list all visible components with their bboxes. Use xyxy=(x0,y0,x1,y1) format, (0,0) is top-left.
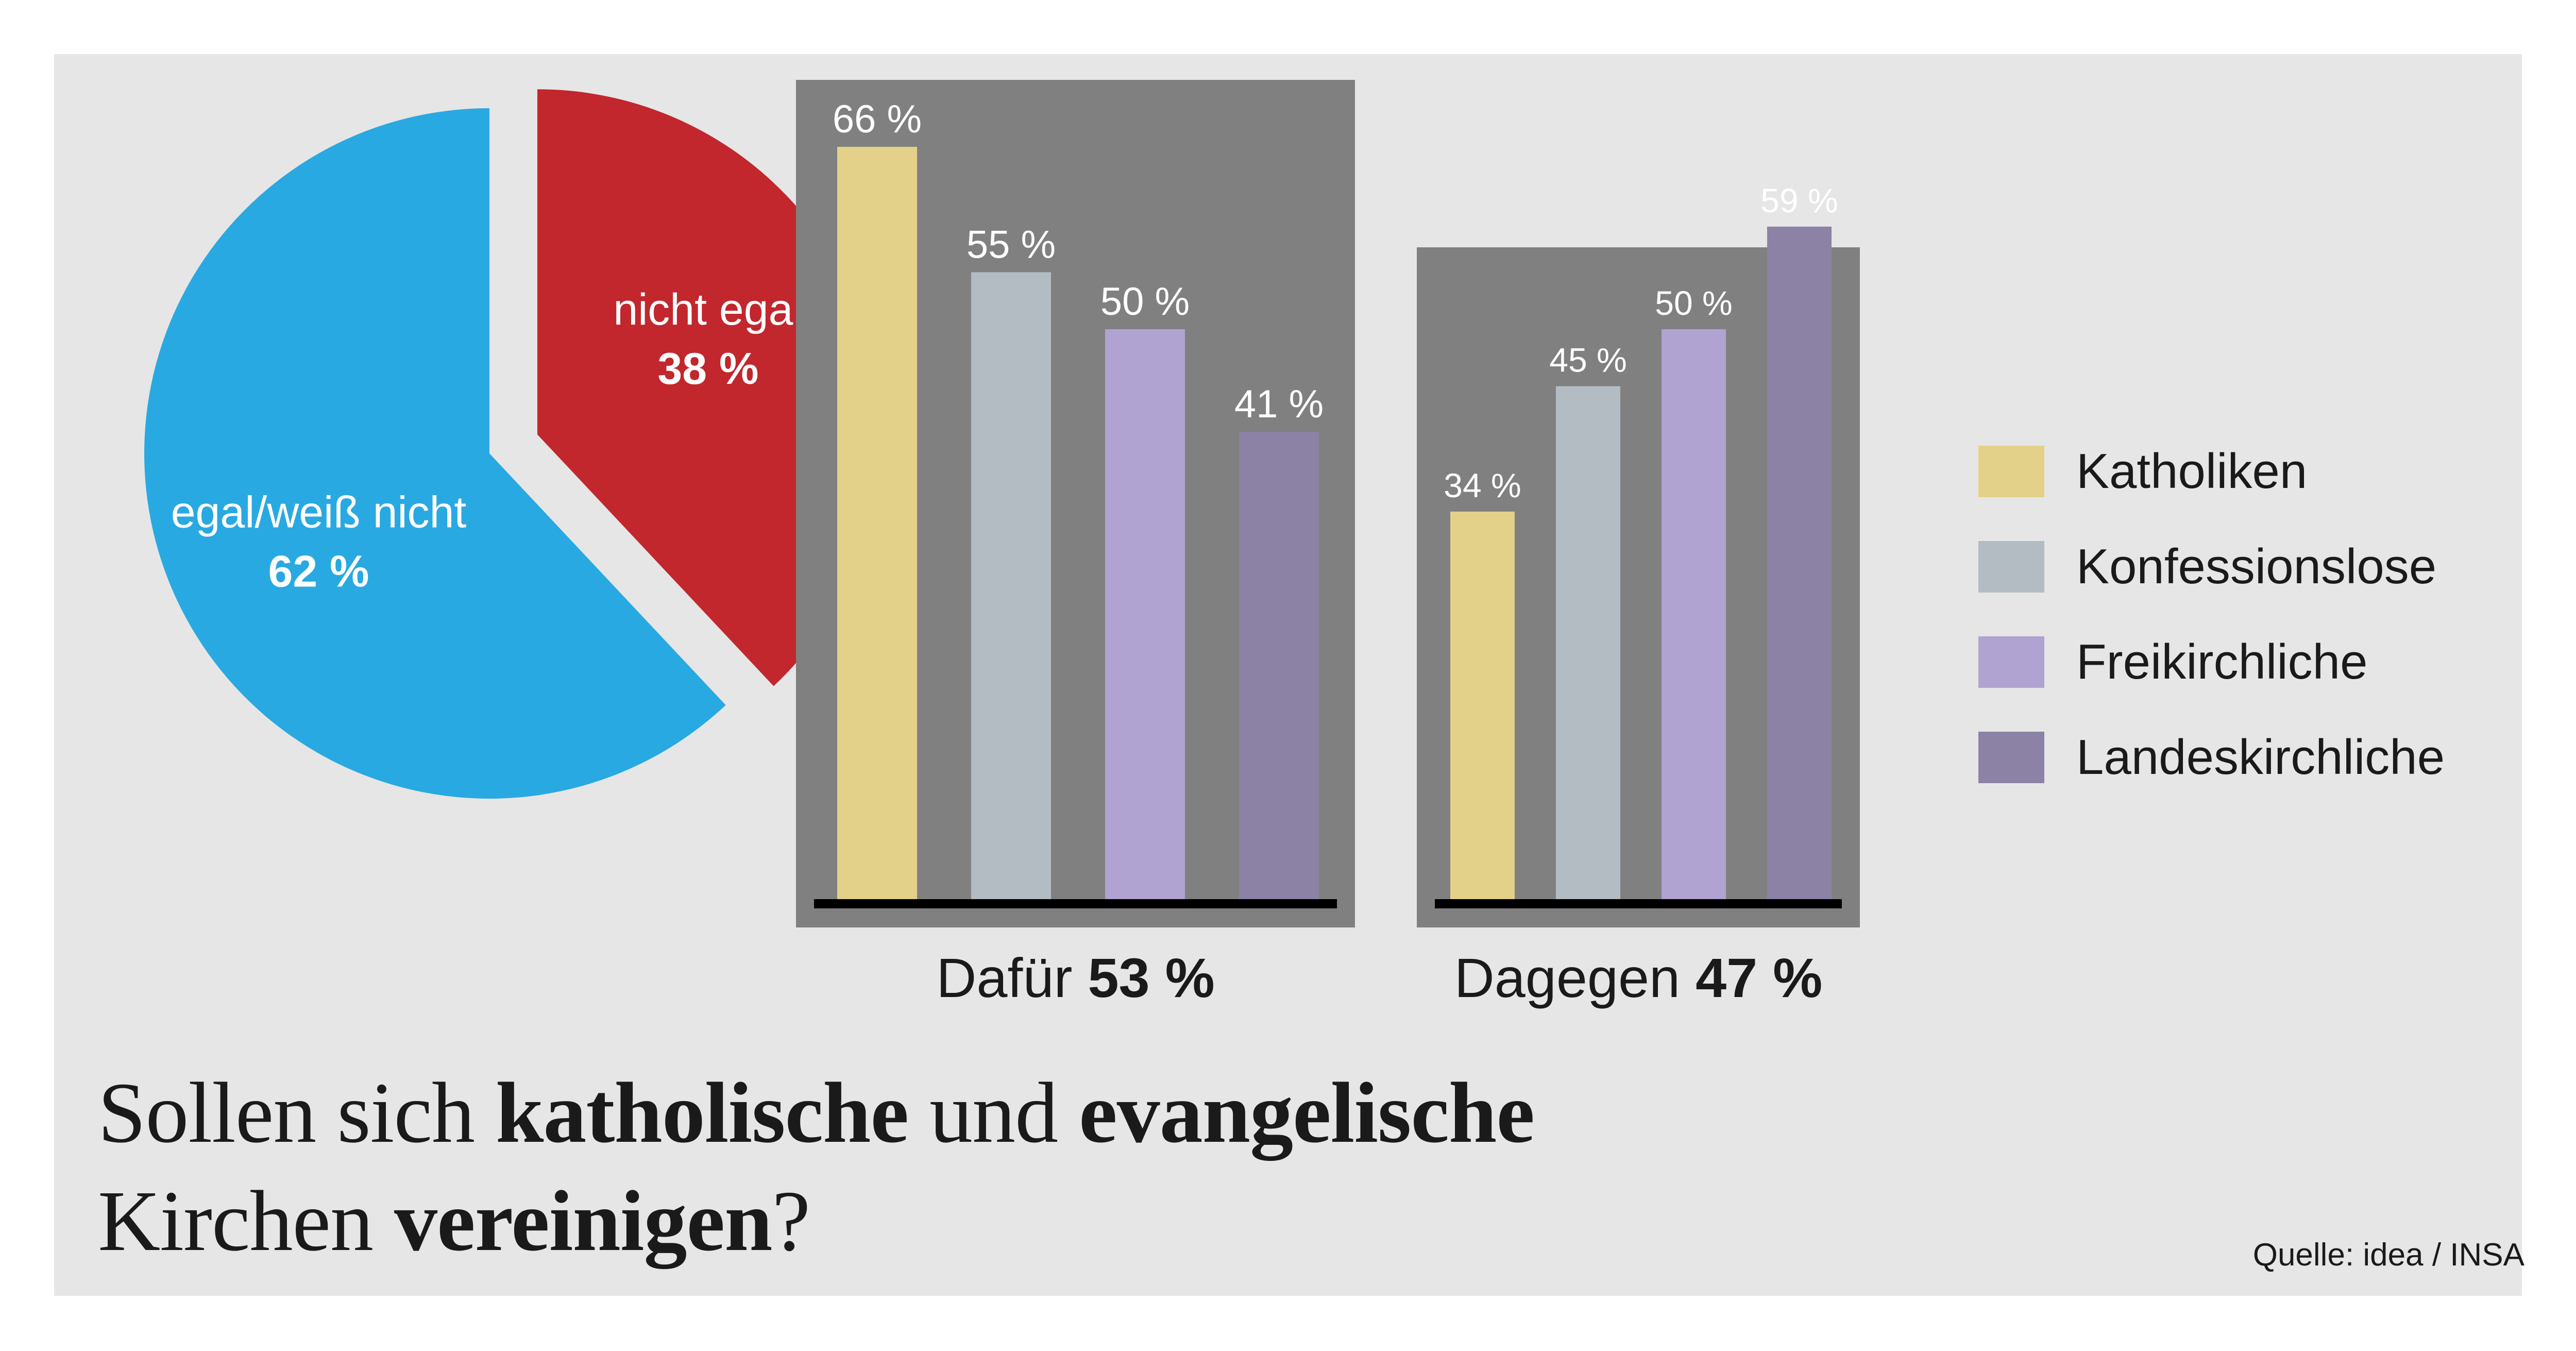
bar-chart-dafuer: 66 % 55 % 50 % 41 % Dafür 53 % xyxy=(796,80,1355,1009)
headline-emphasis: katholische xyxy=(495,1065,909,1161)
bar-value-label: 41 % xyxy=(1234,382,1324,426)
legend: Katholiken Konfessionslose Freikirchliche L… xyxy=(1978,444,2445,785)
source-credit: Quelle: idea / INSA xyxy=(2252,1237,2524,1273)
headline-part: ? xyxy=(772,1173,811,1269)
caption-value: 53 % xyxy=(1088,947,1214,1009)
headline-part: Sollen sich xyxy=(98,1065,496,1161)
bar-chart-caption: Dafür 53 % xyxy=(936,947,1214,1009)
pie-slice-label: nicht egal xyxy=(613,285,803,334)
bar-baseline xyxy=(814,899,1337,908)
pie-slice-value: 38 % xyxy=(657,344,758,394)
legend-label: Katholiken xyxy=(2076,444,2307,499)
pie-slice-label: egal/weiß nicht xyxy=(171,487,467,537)
headline-emphasis: evangelische xyxy=(1079,1065,1535,1161)
legend-label: Konfessionslose xyxy=(2076,539,2436,594)
caption-value: 47 % xyxy=(1696,947,1822,1009)
bar-value-label: 55 % xyxy=(967,223,1056,266)
legend-swatch xyxy=(1978,636,2044,688)
legend-swatch xyxy=(1978,446,2044,497)
bar-chart-dagegen: 34 % 45 % 50 % 59 % Dagegen 47 % xyxy=(1417,181,1860,1009)
caption-label: Dagegen xyxy=(1454,947,1696,1009)
bar xyxy=(1767,226,1832,899)
bar-charts: 66 % 55 % 50 % 41 % Dafür 53 % 34 % 45 % 50 % 59… xyxy=(796,80,1860,1009)
caption-label: Dafür xyxy=(936,947,1088,1009)
pie-slice xyxy=(144,108,726,799)
bar xyxy=(971,272,1051,900)
bar xyxy=(1239,432,1319,899)
bar xyxy=(1105,329,1185,899)
headline-part: und xyxy=(908,1065,1079,1161)
bar-value-label: 34 % xyxy=(1444,466,1521,504)
pie-slice-value: 62 % xyxy=(268,547,369,596)
bar-value-label: 45 % xyxy=(1549,341,1626,379)
bar xyxy=(837,147,917,899)
legend-label: Freikirchliche xyxy=(2076,634,2367,689)
bar-baseline xyxy=(1435,899,1842,908)
bar-value-label: 66 % xyxy=(833,97,922,141)
legend-label: Landeskirchliche xyxy=(2076,730,2445,785)
bar-value-label: 59 % xyxy=(1760,181,1838,219)
bar xyxy=(1450,511,1515,899)
bar-value-label: 50 % xyxy=(1655,284,1732,322)
headline: Sollen sich katholische und evangelische… xyxy=(98,1059,1798,1275)
headline-emphasis: vereinigen xyxy=(394,1173,772,1269)
legend-swatch xyxy=(1978,732,2044,783)
bar xyxy=(1662,329,1726,899)
headline-part: Kirchen xyxy=(98,1173,395,1269)
bar-chart-caption: Dagegen 47 % xyxy=(1454,947,1823,1009)
legend-swatch xyxy=(1978,541,2044,593)
bar xyxy=(1556,386,1620,899)
bar-value-label: 50 % xyxy=(1100,280,1190,324)
